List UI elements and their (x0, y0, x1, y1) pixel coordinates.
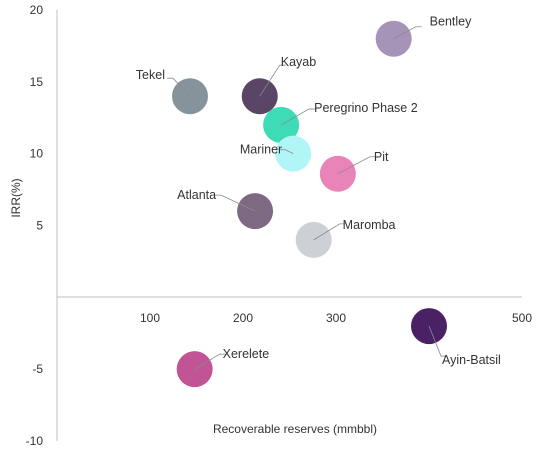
y-tick-label: 15 (30, 75, 44, 89)
leader-line-bentley (393, 26, 422, 40)
data-label-pit: Pit (374, 150, 389, 164)
leader-line-mariner (279, 149, 294, 155)
y-tick-label: 20 (30, 3, 44, 17)
y-tick-label: 10 (30, 147, 44, 161)
x-tick-label: 500 (512, 311, 532, 325)
data-label-tekel: Tekel (136, 68, 165, 82)
data-label-maromba: Maromba (343, 218, 396, 232)
leader-line-atlanta (215, 194, 256, 212)
x-tick-labels: 100200300400500 (140, 311, 532, 325)
x-tick-label: 200 (233, 311, 253, 325)
data-label-peregrino-phase-2: Peregrino Phase 2 (314, 101, 418, 115)
y-axis-title: IRR(%) (9, 178, 23, 217)
leader-line-maromba (313, 223, 346, 241)
data-label-kayab: Kayab (281, 55, 316, 69)
y-tick-labels: 20 15 10 5 -5 -10 (26, 3, 44, 448)
y-tick-label: -5 (32, 362, 43, 376)
leader-line-xerelete (194, 353, 226, 370)
y-tick-label: -10 (26, 434, 44, 448)
data-label-bentley: Bentley (430, 15, 472, 29)
x-tick-label: 100 (140, 311, 160, 325)
data-label-ayin-batsil: Ayin-Batsil (442, 353, 501, 367)
data-label-atlanta: Atlanta (177, 188, 216, 202)
leader-line-peregrino-phase-2 (280, 108, 316, 126)
y-tick-label: 5 (36, 219, 43, 233)
data-points (171, 20, 447, 388)
leader-line-tekel (166, 77, 191, 97)
data-label-mariner: Mariner (240, 143, 282, 157)
leader-line-ayin-batsil (428, 325, 447, 357)
x-axis-title: Recoverable reserves (mmbbl) (213, 422, 377, 436)
x-tick-label: 300 (326, 311, 346, 325)
data-labels: Bentley Tekel Kayab Peregrino Phase 2 Marine… (136, 15, 501, 370)
leader-line-pit (337, 156, 376, 175)
leader-line-kayab (259, 64, 286, 97)
data-label-xerelete: Xerelete (223, 347, 270, 361)
